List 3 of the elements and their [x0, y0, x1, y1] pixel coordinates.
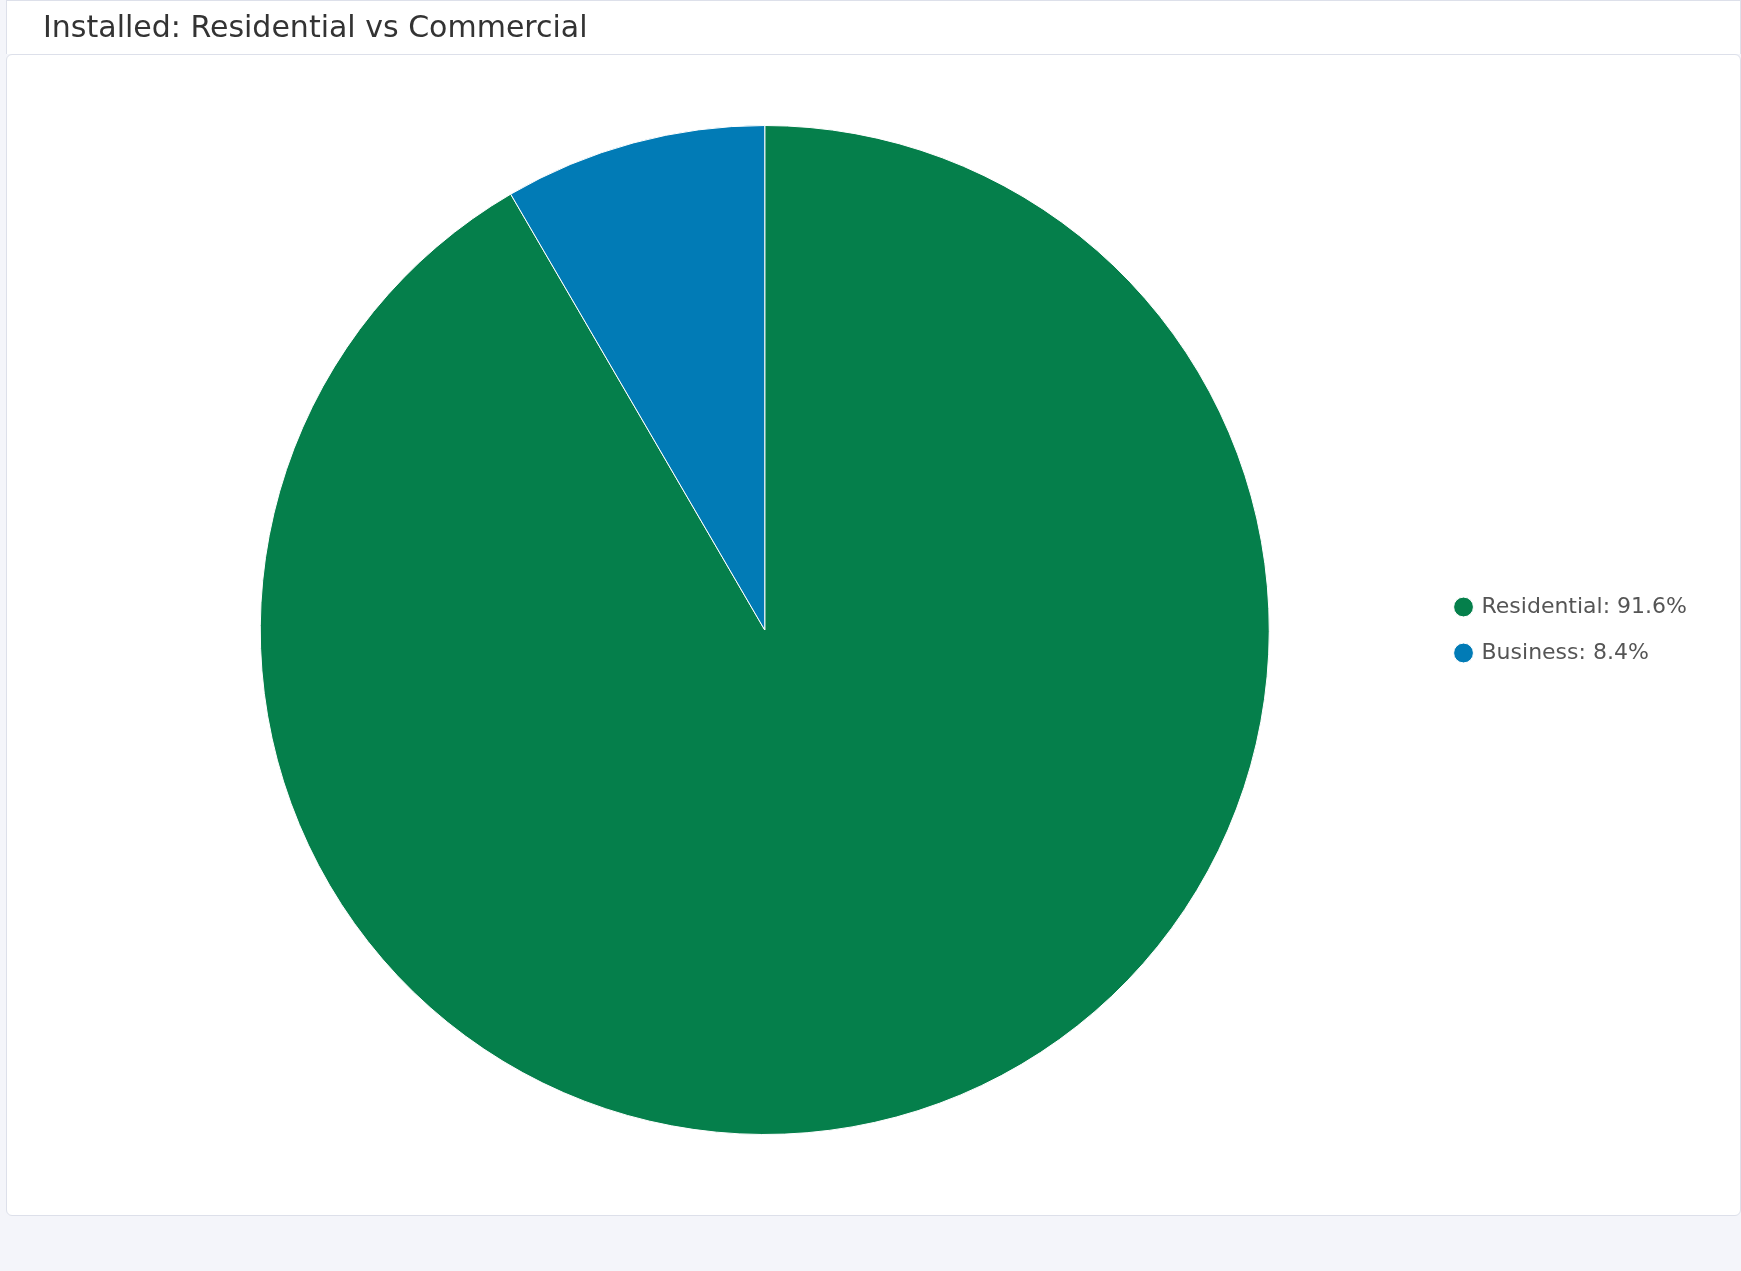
- legend-label: Business: 8.4%: [1481, 638, 1649, 664]
- chart-title: Installed: Residential vs Commercial: [6, 0, 1741, 54]
- legend-label: Residential: 91.6%: [1481, 592, 1688, 618]
